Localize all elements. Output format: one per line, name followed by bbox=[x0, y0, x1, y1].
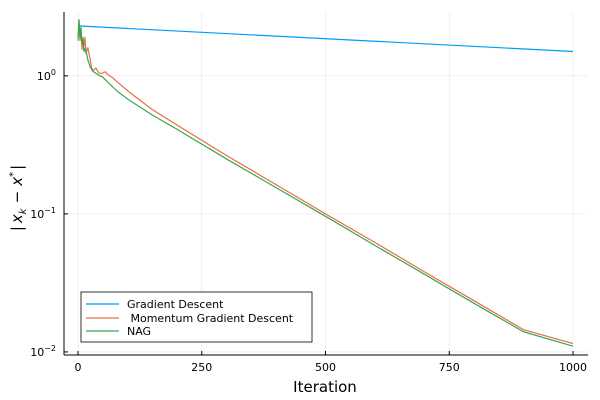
axes bbox=[63, 12, 588, 356]
x-axis-title: Iteration bbox=[293, 378, 357, 396]
legend-label-gradient-descent: Gradient Descent bbox=[127, 298, 224, 311]
legend-label-nag: NAG bbox=[127, 325, 151, 338]
y-axis-title: |xk−x*| bbox=[8, 165, 29, 231]
y-tick-label: 10−2 bbox=[30, 344, 56, 359]
y-axis-title-x-star: x bbox=[8, 177, 26, 187]
y-axis-title-bar-close: | bbox=[8, 165, 26, 170]
x-tick-label: 750 bbox=[439, 361, 460, 374]
y-tick-label: 100 bbox=[37, 68, 56, 83]
plot-area: 0 250 500 750 1000 100 10−1 10−2 bbox=[30, 12, 588, 374]
legend: Gradient Descent Momentum Gradient Desce… bbox=[80, 291, 313, 343]
x-tick-label: 1000 bbox=[559, 361, 587, 374]
series-line-gradient-descent bbox=[77, 25, 574, 53]
y-axis-title-superscript: * bbox=[8, 172, 19, 177]
tick-labels: 0 250 500 750 1000 100 10−1 10−2 bbox=[30, 68, 587, 374]
legend-box bbox=[80, 291, 313, 343]
y-axis-title-x: x bbox=[8, 214, 26, 224]
series-line-nag bbox=[77, 19, 574, 347]
x-tick-label: 250 bbox=[191, 361, 212, 374]
legend-label-momentum-gradient-descent: Momentum Gradient Descent bbox=[127, 312, 294, 325]
y-axis-title-subscript: k bbox=[18, 207, 29, 214]
series-lines bbox=[77, 19, 574, 347]
x-tick-label: 0 bbox=[75, 361, 82, 374]
x-tick-label: 500 bbox=[315, 361, 336, 374]
y-axis-title-minus: − bbox=[8, 191, 26, 204]
grid bbox=[64, 12, 588, 355]
y-axis-title-bar-open: | bbox=[8, 226, 26, 231]
series-line-momentum-gradient-descent bbox=[77, 20, 574, 345]
y-tick-label: 10−1 bbox=[30, 206, 56, 221]
